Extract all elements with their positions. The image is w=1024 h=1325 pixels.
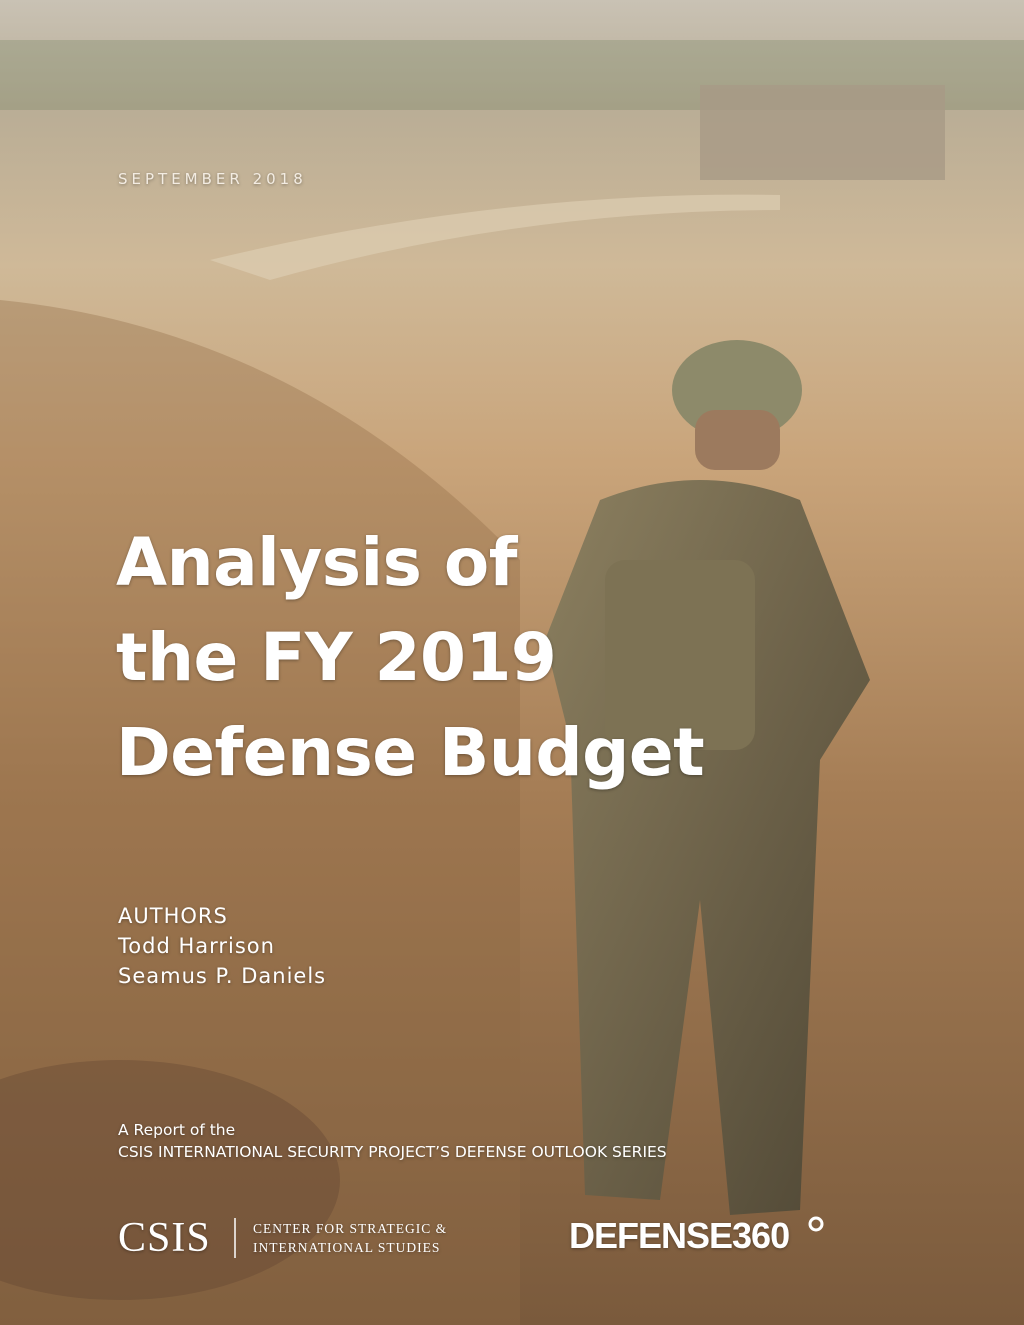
author-name: Todd Harrison: [118, 934, 275, 958]
csis-full-name: CENTER FOR STRATEGIC &: [253, 1221, 448, 1236]
brand-logo: DEFENSE360: [569, 1215, 790, 1256]
soldier: [545, 340, 870, 1215]
title-line: the FY 2019: [116, 619, 557, 696]
title-line: Analysis of: [116, 524, 517, 601]
date: SEPTEMBER 2018: [118, 170, 307, 188]
csis-logo: CSIS: [118, 1215, 211, 1261]
report-intro: A Report of the: [118, 1121, 236, 1139]
authors-heading: AUTHORS: [118, 904, 228, 928]
title-line: Defense Budget: [116, 714, 705, 791]
author-name: Seamus P. Daniels: [118, 964, 327, 988]
csis-full-name: INTERNATIONAL STUDIES: [253, 1240, 441, 1255]
brand-degree: [808, 1216, 824, 1232]
report-series: CSIS INTERNATIONAL SECURITY PROJECT’S DE…: [118, 1143, 667, 1161]
